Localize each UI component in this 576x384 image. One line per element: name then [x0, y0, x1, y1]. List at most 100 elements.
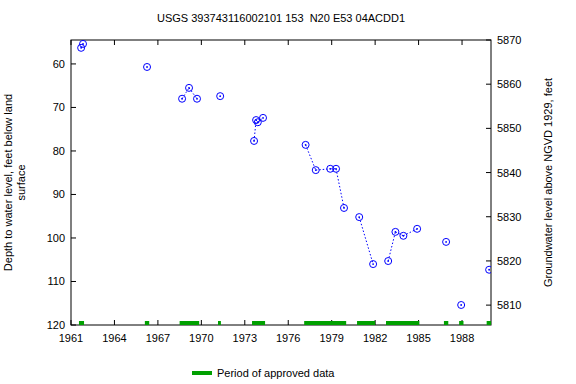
point-dot: [329, 168, 331, 170]
x-tick: [157, 320, 158, 325]
x-tick-label: 1967: [146, 332, 170, 344]
point-ring: [486, 266, 491, 273]
y-tick: [71, 281, 76, 282]
point: [443, 238, 450, 245]
point-dot: [315, 169, 317, 171]
point: [414, 225, 421, 232]
approved-period: [487, 321, 491, 325]
connector: [330, 168, 336, 169]
point-dot: [488, 269, 490, 271]
x-tick-label: 1976: [276, 332, 300, 344]
y-label: surface: [15, 164, 27, 200]
connector: [306, 145, 316, 170]
connector: [403, 229, 417, 236]
point-dot: [181, 98, 183, 100]
point-ring: [251, 137, 258, 144]
point-dot: [335, 168, 337, 170]
y-tick-label: 120: [47, 319, 65, 331]
x-tick: [462, 40, 463, 45]
title: USGS 393743116002101 153 N20 E53 04ACDD1: [157, 12, 405, 24]
y-tick-label: 70: [53, 101, 65, 113]
point: [341, 204, 348, 211]
point-ring: [186, 84, 193, 91]
y-tick-label: 80: [53, 145, 65, 157]
y2-tick-label: 5870: [497, 34, 521, 46]
point-ring: [333, 165, 340, 172]
y2-tick-label: 5820: [497, 255, 521, 267]
x-tick-label: 1970: [189, 332, 213, 344]
y-tick: [71, 63, 76, 64]
x-tick-label: 1973: [233, 332, 257, 344]
frame: [71, 40, 491, 325]
x-tick: [375, 40, 376, 45]
point: [333, 165, 340, 172]
y2-tick-label: 5860: [497, 78, 521, 90]
x-tick: [201, 40, 202, 45]
connector: [189, 88, 197, 99]
point-dot: [402, 235, 404, 237]
point-dot: [445, 241, 447, 243]
point: [370, 261, 377, 268]
x-tick: [288, 320, 289, 325]
point-dot: [343, 207, 345, 209]
point: [392, 228, 399, 235]
approved-period: [444, 321, 448, 325]
point: [186, 84, 193, 91]
approved-period: [252, 321, 265, 325]
point: [144, 63, 151, 70]
y2-tick-label: 5840: [497, 167, 521, 179]
point-dot: [358, 216, 360, 218]
point: [80, 40, 87, 47]
point: [385, 258, 392, 265]
point-ring: [217, 93, 224, 100]
point-dot: [372, 263, 374, 265]
y2-label: Groundwater level above NGVD 1929, feet: [542, 78, 554, 287]
point-dot: [395, 231, 397, 233]
point: [312, 167, 319, 174]
connector: [256, 120, 258, 122]
connector: [336, 169, 344, 208]
x-tick: [331, 40, 332, 45]
x-tick: [244, 320, 245, 325]
point-ring: [392, 228, 399, 235]
point: [217, 93, 224, 100]
approved-period: [79, 321, 84, 325]
approved-period: [386, 321, 419, 325]
chart: USGS 393743116002101 153 N20 E53 04ACDD1…: [0, 0, 576, 384]
x-tick: [288, 40, 289, 45]
y-tick-label: 90: [53, 188, 65, 200]
point-dot: [257, 121, 259, 123]
point: [194, 95, 201, 102]
y2-tick: [486, 305, 491, 306]
point-dot: [253, 140, 255, 142]
y-tick: [71, 150, 76, 151]
y-tick: [71, 194, 76, 195]
legend-label: Period of approved data: [217, 367, 335, 379]
x-tick-label: 1982: [363, 332, 387, 344]
point-ring: [253, 117, 260, 124]
point-dot: [196, 98, 198, 100]
y2-tick: [486, 84, 491, 85]
point-ring: [385, 258, 392, 265]
point-ring: [80, 40, 87, 47]
x-tick-label: 1985: [406, 332, 430, 344]
x-tick-label: 1979: [319, 332, 343, 344]
point-ring: [260, 114, 267, 121]
y-tick-label: 100: [47, 232, 65, 244]
point: [251, 137, 258, 144]
point: [302, 141, 309, 148]
approved-period: [459, 321, 463, 325]
x-tick: [114, 40, 115, 45]
point-dot: [188, 87, 190, 89]
y-tick-label: 110: [47, 275, 65, 287]
point: [179, 95, 186, 102]
point-ring: [312, 167, 319, 174]
approved-period: [304, 321, 346, 325]
x-tick: [244, 40, 245, 45]
point-ring: [341, 204, 348, 211]
point-ring: [443, 238, 450, 245]
point-ring: [194, 95, 201, 102]
x-tick: [114, 320, 115, 325]
x-tick-label: 1961: [59, 332, 83, 344]
point-dot: [416, 228, 418, 230]
